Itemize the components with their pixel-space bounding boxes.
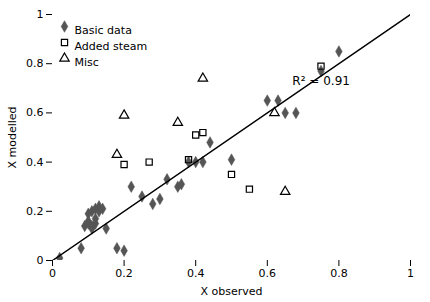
- svg-text:Added steam: Added steam: [75, 40, 148, 53]
- svg-text:R² = 0.91: R² = 0.91: [292, 74, 350, 88]
- svg-text:0: 0: [49, 267, 56, 280]
- svg-text:1: 1: [407, 267, 414, 280]
- svg-text:0.8: 0.8: [330, 267, 348, 280]
- svg-text:0.4: 0.4: [187, 267, 205, 280]
- svg-text:0.8: 0.8: [26, 57, 44, 70]
- svg-text:0.4: 0.4: [26, 156, 44, 169]
- svg-text:0.6: 0.6: [26, 106, 44, 119]
- svg-text:0: 0: [37, 254, 44, 267]
- svg-text:0.2: 0.2: [26, 205, 44, 218]
- svg-text:Misc: Misc: [75, 56, 99, 69]
- svg-text:X modelled: X modelled: [6, 106, 19, 168]
- svg-text:0.6: 0.6: [259, 267, 277, 280]
- svg-text:1: 1: [37, 8, 44, 21]
- svg-text:X observed: X observed: [200, 285, 262, 298]
- svg-text:0.2: 0.2: [115, 267, 133, 280]
- svg-text:Basic data: Basic data: [75, 24, 132, 37]
